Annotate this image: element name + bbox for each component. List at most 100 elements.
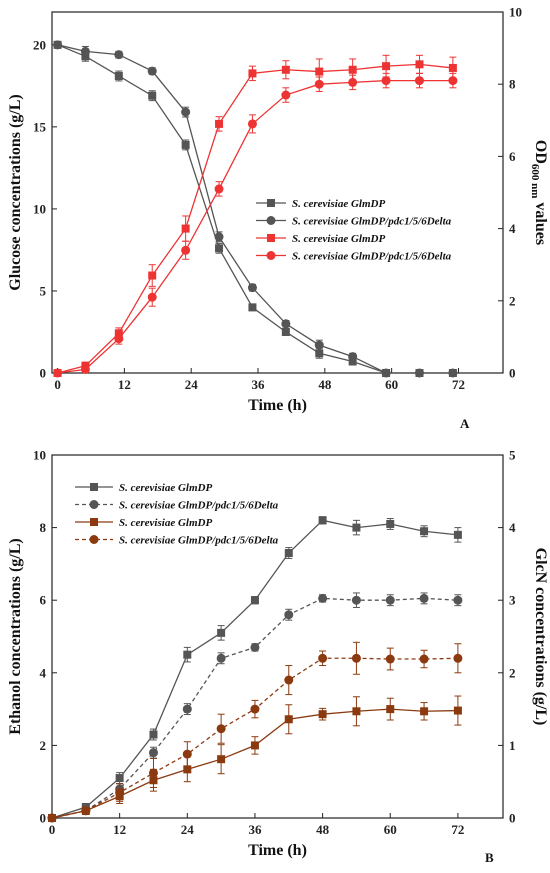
panel-b-series-4-point bbox=[351, 653, 361, 663]
panel-b-plot-frame bbox=[51, 454, 504, 819]
panel-b-x-tick-label: 48 bbox=[316, 822, 330, 837]
panel-b-series-2-point bbox=[216, 653, 226, 663]
panel-b-series-4 bbox=[47, 641, 463, 823]
panel-a-series-4-point bbox=[381, 76, 391, 86]
panel-b-series-4-point bbox=[115, 788, 125, 798]
panel-b-series-1 bbox=[48, 516, 462, 822]
panel-a-x-tick-label: 12 bbox=[118, 377, 131, 392]
panel-b-series-1-point bbox=[284, 549, 293, 558]
panel-a-x-tick-label: 24 bbox=[185, 377, 199, 392]
panel-b-x-tick-label: 0 bbox=[49, 822, 56, 837]
panel-b-y2-tick-label: 3 bbox=[509, 593, 516, 608]
panel-b-series-2-point bbox=[351, 595, 361, 605]
panel-b-legend-entry: S. cerevisiae GlmDP/pdc1/5/6Delta bbox=[119, 500, 279, 512]
panel-b-series-3-point bbox=[250, 741, 259, 750]
panel-b-x-tick-label: 60 bbox=[384, 822, 397, 837]
panel-a-series-4 bbox=[53, 72, 458, 378]
panel-a-series-2-point bbox=[181, 107, 191, 117]
panel-a-plot-frame bbox=[51, 11, 504, 374]
panel-a-legend-marker bbox=[267, 199, 275, 207]
panel-a-series-4-point bbox=[247, 119, 257, 129]
panel-a-y2-axis-title: OD600 nm values bbox=[529, 140, 549, 245]
panel-a-x-axis-title: Time (h) bbox=[248, 397, 307, 414]
panel-a-series-3-point bbox=[348, 65, 357, 74]
panel-b-y-tick-label: 6 bbox=[40, 593, 47, 608]
panel-b-y-tick-label: 8 bbox=[40, 520, 47, 535]
panel-a-series-1-point bbox=[148, 91, 157, 100]
panel-b-series-2-point bbox=[284, 610, 294, 620]
panel-b-series-3-point bbox=[352, 707, 361, 716]
panel-b-series-1-point bbox=[217, 628, 226, 637]
panel-a-series-3-point bbox=[215, 119, 224, 128]
panel-b-series-2-point bbox=[318, 593, 328, 603]
panel-a-series-3-point bbox=[181, 224, 190, 233]
panel-b-series-3-point bbox=[420, 707, 429, 716]
panel-b-y-tick-label: 10 bbox=[33, 448, 46, 463]
panel-a-legend-entry: S. cerevisiae GlmDP/pdc1/5/6Delta bbox=[292, 251, 452, 263]
panel-a-series-1-point bbox=[315, 349, 324, 358]
panel-a-series-2-point bbox=[53, 40, 63, 50]
panel-a-series-1-point bbox=[215, 244, 224, 253]
panel-a-series-2-point bbox=[80, 46, 90, 56]
panel-a-series-4-point bbox=[281, 90, 291, 100]
panel-a-series-2-point bbox=[247, 283, 257, 293]
panel-b-series-1-point bbox=[183, 650, 192, 659]
panel-a-y-tick-label: 0 bbox=[40, 366, 47, 381]
panel-a-legend-entry: S. cerevisiae GlmDP bbox=[292, 233, 385, 245]
panel-a-series-3-point bbox=[248, 69, 257, 78]
panel-b-legend-marker bbox=[89, 500, 99, 509]
panel-b-series-1-point bbox=[420, 527, 429, 536]
panel-a-series-4-point bbox=[314, 79, 324, 89]
panel-b-x-tick-label: 24 bbox=[181, 822, 195, 837]
panel-b-series-4-point bbox=[148, 768, 158, 778]
panel-b-y-tick-label: 0 bbox=[40, 811, 47, 826]
panel-a-series-1-line bbox=[57, 44, 453, 374]
panel-b-series-1-point bbox=[250, 596, 259, 605]
panel-a-y2-tick-label: 2 bbox=[509, 293, 516, 308]
panel-b-series-2-point bbox=[419, 593, 429, 603]
panel-b-series-4-point bbox=[385, 654, 395, 664]
panel-b-y2-axis-title: GlcN concentrations (g/L) bbox=[532, 548, 549, 726]
panel-a-series-4-point bbox=[181, 245, 191, 255]
panel-b-series-4-point bbox=[47, 813, 57, 823]
panel-a-y2-tick-label: 8 bbox=[509, 77, 516, 92]
panel-b-x-tick-label: 12 bbox=[113, 822, 126, 837]
panel-b-series-2-point bbox=[250, 642, 260, 652]
panel-a-series-3-point bbox=[382, 62, 391, 71]
panel-b-series-3-point bbox=[217, 755, 226, 764]
panel-b-series-3-point bbox=[453, 706, 462, 715]
panel-b-series-2-point bbox=[453, 595, 463, 605]
panel-a-series-2 bbox=[53, 40, 458, 378]
panel-a-series-3-point bbox=[415, 60, 424, 69]
panel-b-y2-tick-label: 4 bbox=[509, 520, 516, 535]
panel-a-y-tick-label: 15 bbox=[33, 119, 47, 134]
panel-a-series-2-point bbox=[147, 66, 157, 76]
panel-b-series-2-point bbox=[182, 704, 192, 714]
panel-a-legend-entry: S. cerevisiae GlmDP bbox=[292, 198, 385, 210]
panel-b-y2-tick-label: 0 bbox=[509, 811, 516, 826]
panel-b-x-axis-title: Time (h) bbox=[248, 842, 307, 859]
panel-b-series-4-point bbox=[182, 749, 192, 759]
panel-a-label: A bbox=[460, 416, 470, 431]
panel-a-legend-marker bbox=[266, 216, 276, 225]
panel-a-series-1 bbox=[53, 40, 457, 377]
panel-a-series-2-point bbox=[381, 368, 391, 378]
panel-b-legend-marker bbox=[89, 535, 99, 544]
panel-b-series-4-point bbox=[318, 653, 328, 663]
panel-a-legend-marker bbox=[266, 251, 276, 260]
panel-b-series-4-point bbox=[419, 654, 429, 664]
panel-b-series-3-point bbox=[386, 705, 395, 714]
panel-a-y-tick-label: 20 bbox=[33, 37, 46, 52]
panel-b-legend-marker bbox=[90, 483, 98, 491]
panel-a-legend-entry: S. cerevisiae GlmDP/pdc1/5/6Delta bbox=[292, 216, 452, 228]
panel-b-legend: S. cerevisiae GlmDP S. cerevisiae GlmDP/p… bbox=[75, 482, 279, 547]
panel-b-series-1-point bbox=[318, 516, 327, 525]
panel-a-series-2-line bbox=[57, 44, 453, 374]
panel-b-series-2-point bbox=[148, 748, 158, 758]
panel-a-x-tick-label: 36 bbox=[252, 377, 266, 392]
panel-b-legend-entry: S. cerevisiae GlmDP bbox=[119, 482, 212, 494]
panel-b-legend-entry: S. cerevisiae GlmDP/pdc1/5/6Delta bbox=[119, 535, 279, 547]
panel-a-y2-axis-title-suffix: values bbox=[532, 198, 549, 245]
panel-a-series-2-point bbox=[114, 50, 124, 60]
